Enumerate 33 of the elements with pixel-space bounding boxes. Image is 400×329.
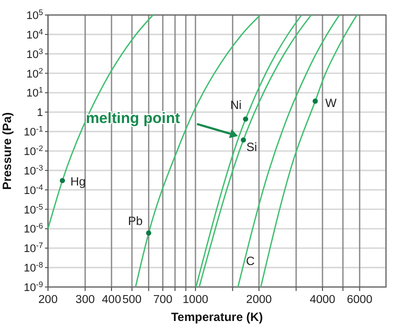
x-tick-label: 300	[76, 294, 95, 306]
y-tick-label: 10$^{-3}$	[24, 162, 44, 178]
y-tick-label: 10$^{-7}$	[24, 240, 43, 256]
y-tick-label: 10$^{-8}$	[24, 260, 44, 275]
x-tick-label: 700	[153, 294, 172, 306]
x-tick-label: 400	[102, 294, 122, 306]
y-tick-label: 1	[36, 107, 43, 120]
y-tick-label: 10$^{-5}$	[24, 202, 44, 216]
y-tick-label: 10$^{-1}$	[24, 124, 44, 139]
y-tick-label: 10$^{-2}$	[24, 144, 43, 158]
series-label: C	[246, 254, 255, 268]
series-label: Ni	[230, 98, 242, 112]
y-tick-label: 10$^{3}$	[26, 46, 44, 61]
annotation: melting point	[86, 110, 180, 127]
x-tick-label: 6000	[346, 294, 372, 306]
y-tick-label: 10$^{1}$	[26, 85, 44, 100]
x-tick-label: 4000	[310, 294, 336, 306]
y-tick-label: 10$^{-9}$	[24, 280, 44, 294]
x-tick-label: 2000	[246, 294, 272, 306]
y-tick-label: 10$^{5}$	[26, 8, 44, 22]
series-label: W	[325, 96, 338, 110]
series-label: Pb	[128, 214, 143, 228]
x-axis-title: Temperature (K)	[171, 310, 263, 324]
x-tick-label: 1000	[182, 294, 208, 306]
y-tick-label: 10$^{2}$	[26, 66, 43, 80]
y-tick-label: 10$^{-6}$	[24, 221, 44, 236]
y-tick-label: 10$^{-4}$	[24, 182, 44, 197]
y-tick-label: 10$^{4}$	[26, 26, 44, 42]
series-label: Hg	[70, 174, 86, 189]
series-label: Si	[246, 140, 258, 154]
x-tick-label: 500	[122, 294, 142, 306]
y-axis-title: Pressure (Pa)	[0, 112, 14, 190]
x-tick-label: 200	[38, 294, 58, 306]
